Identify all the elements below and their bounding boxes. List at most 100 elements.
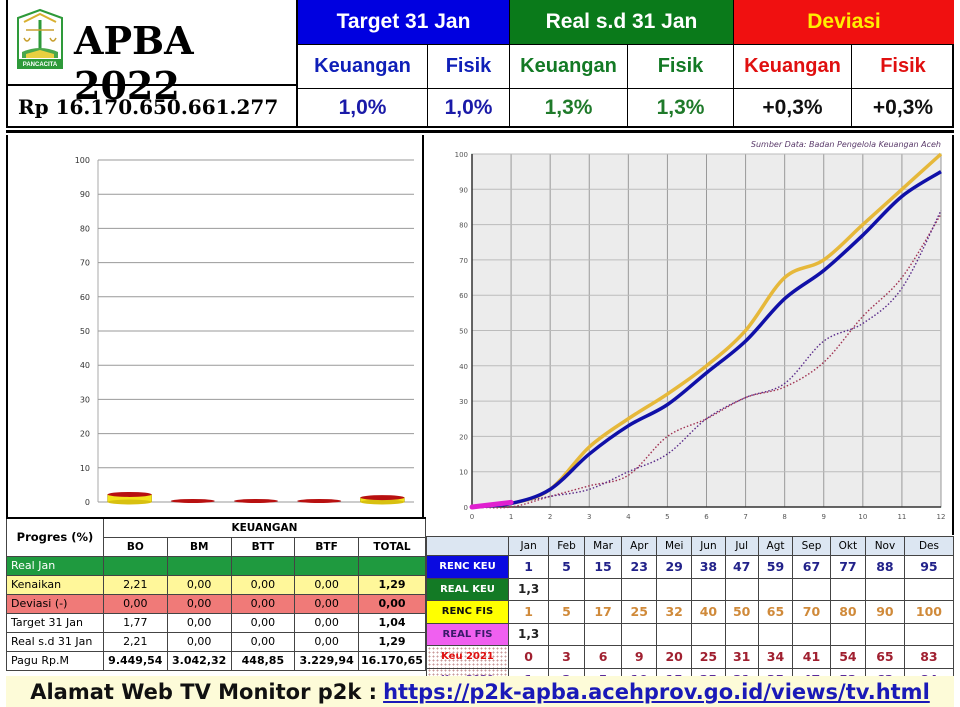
section-divider: [6, 130, 954, 133]
cell-total: 1,04: [358, 612, 426, 633]
pancacita-emblem-icon: PANCACITA: [17, 8, 63, 69]
svg-text:40: 40: [459, 363, 468, 371]
month-cell: 95: [903, 555, 955, 579]
month-cell: 31: [724, 645, 759, 669]
cell-bm: 0,00: [166, 574, 232, 595]
month-header-sep: Sep: [792, 536, 831, 556]
subheader-target-fisik: Fisik: [428, 44, 510, 88]
svg-text:100: 100: [455, 151, 468, 159]
group-header-target: Target 31 Jan: [298, 0, 510, 44]
cell-bo: [102, 555, 168, 576]
month-cell: [792, 577, 831, 601]
svg-text:10: 10: [80, 464, 90, 473]
month-cell: 0: [507, 645, 550, 669]
month-cell: 3: [548, 645, 585, 669]
month-cell: [548, 622, 585, 646]
month-cell: 77: [829, 555, 867, 579]
svg-text:100: 100: [75, 156, 90, 165]
cell-btf: 0,00: [294, 631, 360, 652]
svg-text:30: 30: [459, 398, 468, 406]
svg-text:9: 9: [822, 513, 826, 521]
title-cell: PANCACITA APBA 2022: [8, 0, 298, 108]
month-cell: 9: [621, 645, 658, 669]
header-panel: PANCACITA APBA 2022 Rp 16.170.650.661.27…: [6, 0, 954, 128]
svg-text:20: 20: [80, 430, 90, 439]
month-cell: [583, 622, 623, 646]
subheader-real-fisik: Fisik: [628, 44, 734, 88]
value-real-keuangan: 1,3%: [510, 88, 628, 126]
month-cell: 65: [757, 600, 794, 624]
row-label-badge: REAL KEU: [426, 577, 509, 601]
row-label-badge: REAL FIS: [426, 622, 509, 646]
monthly-row-renc-fis: RENC FIS 1 5 17 25 32 40 50 65 70 80 90 100: [426, 600, 955, 624]
month-header-jan: Jan: [507, 536, 550, 556]
month-cell: 29: [656, 555, 693, 579]
cell-btt: 448,85: [230, 650, 296, 671]
month-cell: 5: [548, 555, 585, 579]
cell-bo: 2,21: [102, 574, 168, 595]
month-cell: [691, 577, 726, 601]
cell-btf: 0,00: [294, 612, 360, 633]
table-row-pagu: Pagu Rp.M 9.449,54 3.042,32 448,85 3.229…: [6, 650, 426, 671]
month-cell: [656, 622, 693, 646]
month-cell: 32: [656, 600, 693, 624]
progress-table: Progres (%) KEUANGAN BO BM BTT BTF TOTAL…: [6, 517, 427, 671]
svg-text:50: 50: [80, 327, 90, 336]
cell-btf: [294, 555, 360, 576]
subheader-deviasi-fisik: Fisik: [852, 44, 954, 88]
col-header-btf: BTF: [294, 536, 360, 557]
month-cell: 1: [507, 555, 550, 579]
svg-text:0: 0: [470, 513, 474, 521]
bar-chart-keuangan: 0 10 20 30 40 50 60 70 80 90 100: [6, 135, 424, 517]
month-cell: [724, 622, 759, 646]
month-cell: [865, 577, 905, 601]
month-cell: [724, 577, 759, 601]
svg-text:90: 90: [459, 186, 468, 194]
month-cell: [792, 622, 831, 646]
svg-text:Sumber Data: Badan Pengelola K: Sumber Data: Badan Pengelola Keuangan Ac…: [751, 140, 941, 149]
cell-bo: 9.449,54: [102, 650, 168, 671]
cell-btt: 0,00: [230, 574, 296, 595]
value-deviasi-fisik: +0,3%: [852, 88, 954, 126]
month-cell: [865, 622, 905, 646]
svg-text:80: 80: [459, 222, 468, 230]
month-cell: [656, 577, 693, 601]
month-cell: 100: [903, 600, 955, 624]
cell-bm: 0,00: [166, 612, 232, 633]
cell-btf: 0,00: [294, 593, 360, 614]
svg-text:60: 60: [80, 293, 90, 302]
svg-text:4: 4: [626, 513, 631, 521]
row-label: Real Jan: [6, 555, 104, 576]
subheader-real-keuangan: Keuangan: [510, 44, 628, 88]
month-header-apr: Apr: [621, 536, 658, 556]
cell-bm: [166, 555, 232, 576]
month-cell: 90: [865, 600, 905, 624]
svg-text:80: 80: [80, 224, 90, 233]
progress-corner-header: Progres (%): [6, 517, 104, 557]
monthly-row-real-fis: REAL FIS 1,3: [426, 622, 955, 646]
month-cell: 1,3: [507, 577, 550, 601]
month-cell: [757, 577, 794, 601]
row-label-badge: RENC KEU: [426, 555, 509, 579]
month-cell: 70: [792, 600, 831, 624]
col-header-btt: BTT: [230, 536, 296, 557]
svg-text:10: 10: [858, 513, 867, 521]
month-cell: 1: [507, 600, 550, 624]
month-header-jul: Jul: [724, 536, 759, 556]
svg-text:11: 11: [897, 513, 906, 521]
svg-text:50: 50: [459, 328, 468, 336]
svg-text:7: 7: [743, 513, 747, 521]
monthly-row-renc-keu: RENC KEU 1 5 15 23 29 38 47 59 67 77 88 95: [426, 555, 955, 579]
footer-banner: Alamat Web TV Monitor p2k : https://p2k-…: [6, 676, 954, 707]
cell-total: 16.170,65: [358, 650, 426, 671]
cell-bo: 0,00: [102, 593, 168, 614]
monitor-url-link[interactable]: https://p2k-apba.acehprov.go.id/views/tv…: [383, 679, 930, 704]
col-header-total: TOTAL: [358, 536, 426, 557]
value-target-fisik: 1,0%: [428, 88, 510, 126]
cell-btf: 0,00: [294, 574, 360, 595]
month-cell: 1,3: [507, 622, 550, 646]
row-label: Kenaikan: [6, 574, 104, 595]
cell-total: 1,29: [358, 631, 426, 652]
month-cell: [583, 577, 623, 601]
value-target-keuangan: 1,0%: [298, 88, 428, 126]
